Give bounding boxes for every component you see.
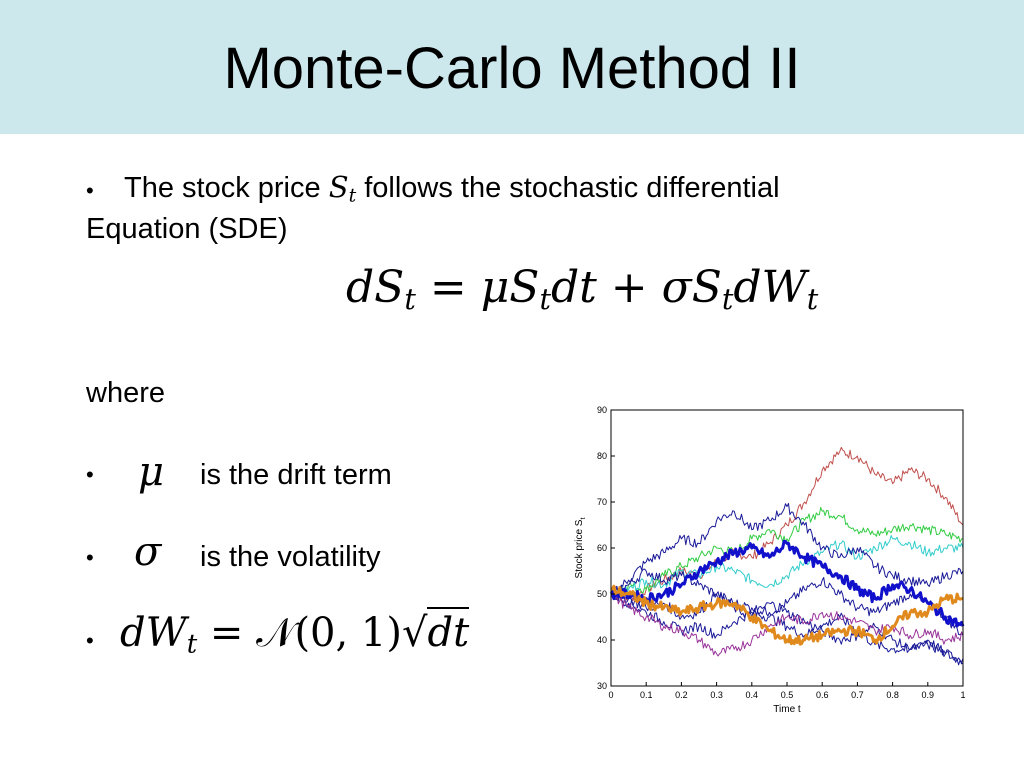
sigma-symbol: σ (134, 529, 162, 575)
intro-text-after: follows the stochastic differential (364, 172, 780, 204)
x-tick-label: 0.9 (922, 690, 935, 700)
stock-price-chart: 0 0.1 0.2 0.3 0.4 0.5 0.6 0.7 0.8 0.9 1 30 40 50 60 70 8… (574, 405, 966, 715)
title-bar (0, 0, 1024, 134)
x-tick-label: 0 (608, 690, 613, 700)
series-line-4 (610, 502, 964, 595)
intro-line-2: Equation (SDE) (86, 213, 288, 245)
stock-price-symbol: St (328, 170, 357, 207)
y-tick-label: 60 (597, 543, 607, 553)
y-tick-label: 50 (597, 589, 607, 599)
axes-box (610, 409, 964, 687)
y-tick-label: 80 (597, 451, 607, 461)
series-line-2 (610, 506, 964, 597)
series-line-3 (610, 535, 964, 598)
series-line-8 (610, 593, 964, 657)
x-tick-label: 0.1 (640, 690, 653, 700)
drift-term-text: is the drift term (200, 459, 392, 491)
bullet-marker: • (86, 545, 94, 570)
where-label: where (86, 377, 165, 409)
x-axis-label: Time t (773, 704, 801, 715)
x-tick-label: 0.3 (710, 690, 723, 700)
intro-line: The stock price St follows the stochasti… (124, 170, 780, 214)
x-tick-label: 0.4 (746, 690, 759, 700)
y-tick-label: 90 (597, 405, 607, 415)
slide-title: Monte-Carlo Method II (223, 36, 801, 101)
series-line-5 (610, 568, 964, 636)
sde-equation: dSt = μStdt + σStdWt (346, 262, 819, 317)
series-line-9 (609, 539, 965, 628)
series-line-1 (610, 446, 964, 602)
bullet-marker: • (86, 178, 94, 203)
intro-text-before: The stock price (124, 172, 321, 204)
volatility-text: is the volatility (200, 541, 381, 573)
axis-ticks: 0 0.1 0.2 0.3 0.4 0.5 0.6 0.7 0.8 0.9 1 30 40 50 60 70 8… (597, 405, 966, 700)
x-tick-label: 1 (960, 690, 965, 700)
wiener-increment-formula: dWt = 𝒩(0, 1)√dt (120, 605, 470, 673)
x-tick-label: 0.7 (851, 690, 864, 700)
y-axis-label: Stock price St (574, 518, 587, 579)
mu-symbol: μ (138, 449, 164, 495)
y-tick-label: 30 (597, 681, 607, 691)
series-lines (609, 446, 965, 666)
x-tick-label: 0.8 (886, 690, 899, 700)
series-line-7 (610, 591, 964, 663)
y-tick-label: 40 (597, 635, 607, 645)
y-tick-label: 70 (597, 497, 607, 507)
bullet-marker: • (86, 628, 94, 653)
x-tick-label: 0.5 (781, 690, 794, 700)
bullet-marker: • (86, 462, 94, 487)
series-line-10 (610, 584, 963, 646)
x-tick-label: 0.2 (675, 690, 688, 700)
x-tick-label: 0.6 (816, 690, 829, 700)
